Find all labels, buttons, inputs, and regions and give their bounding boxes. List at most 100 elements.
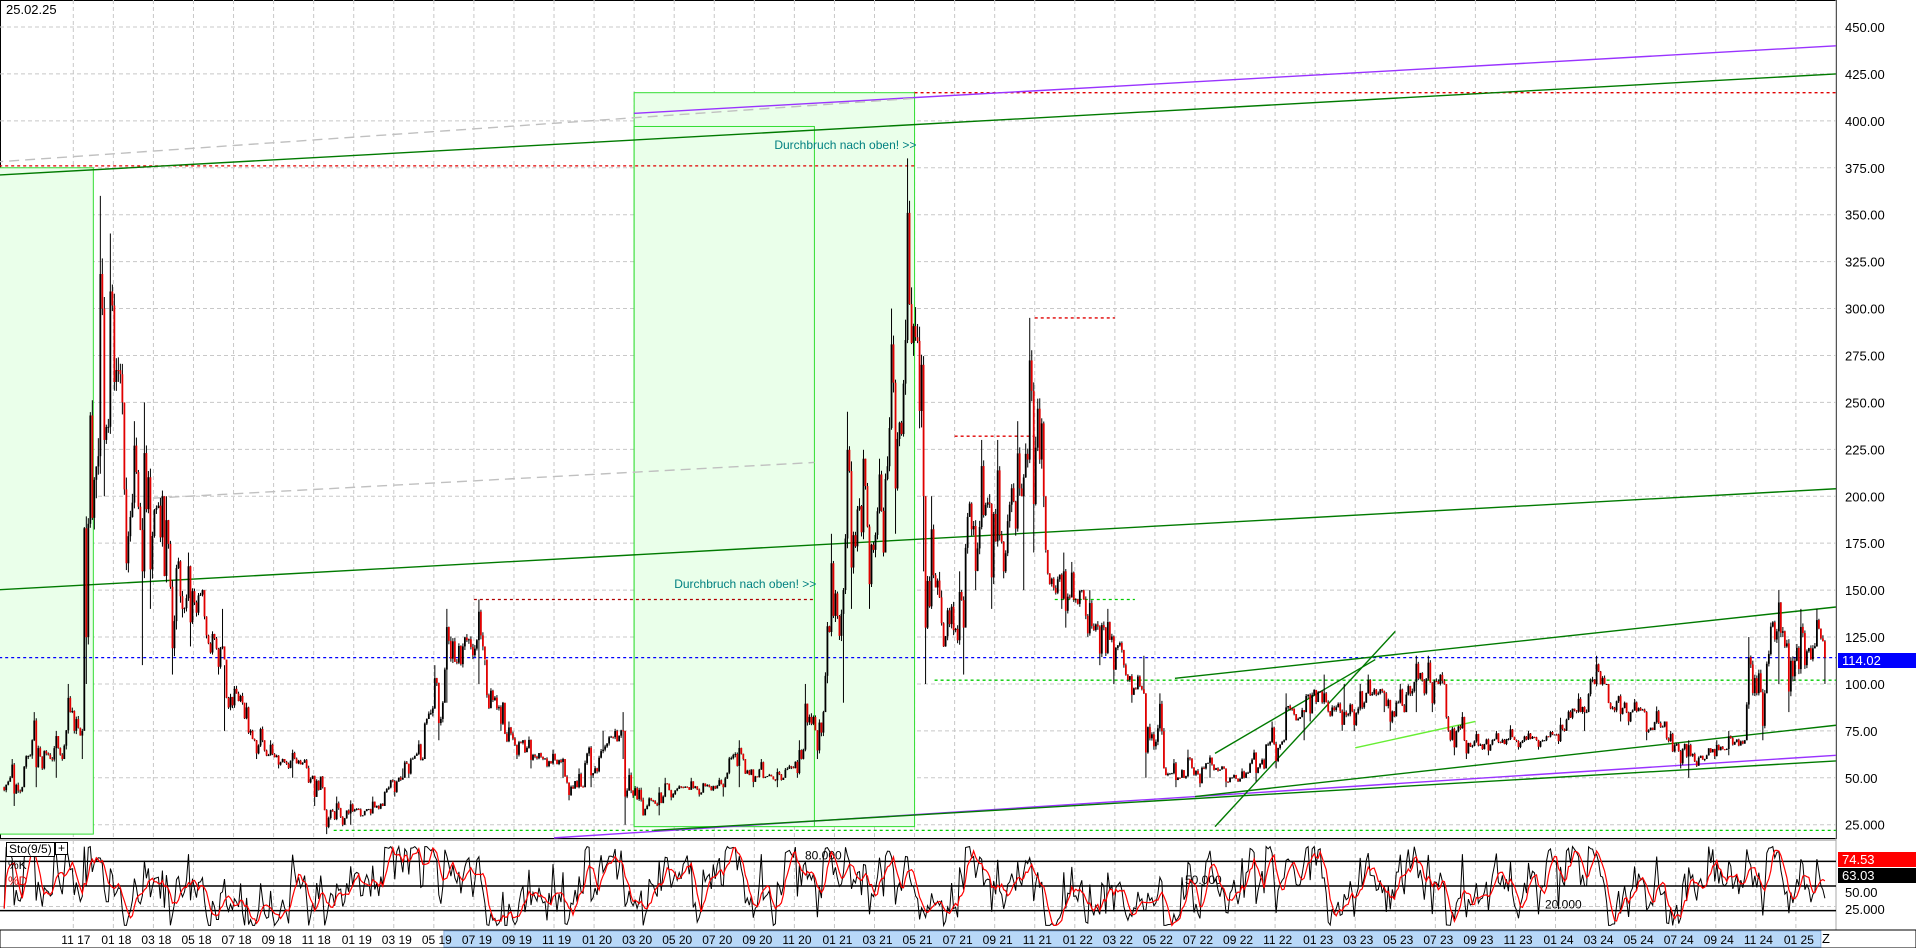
candle-body bbox=[371, 801, 374, 814]
candle-body bbox=[1489, 744, 1492, 751]
candle-body bbox=[1531, 736, 1534, 739]
candle-body bbox=[345, 810, 348, 819]
candle-body bbox=[1345, 712, 1348, 716]
candle-body bbox=[568, 782, 570, 795]
candle-body bbox=[421, 759, 424, 761]
candle-body bbox=[1493, 739, 1496, 741]
candle-body bbox=[1305, 695, 1308, 713]
candle-body bbox=[1757, 673, 1760, 694]
candle-body bbox=[1183, 770, 1185, 778]
candle-body bbox=[1076, 599, 1079, 604]
candle-body bbox=[988, 502, 991, 504]
candle-body bbox=[1269, 741, 1271, 745]
candle-body bbox=[1084, 599, 1087, 616]
candle-body bbox=[826, 626, 829, 676]
candle-body bbox=[710, 786, 713, 791]
candle-body bbox=[13, 764, 16, 794]
candle-body bbox=[1341, 710, 1344, 725]
candle-body bbox=[1303, 710, 1306, 713]
candle-body bbox=[1153, 734, 1155, 747]
add-indicator-button[interactable]: + bbox=[55, 842, 68, 855]
candle-body bbox=[297, 760, 300, 764]
candle-body bbox=[1389, 700, 1392, 722]
candle-body bbox=[604, 746, 606, 750]
candle-body bbox=[189, 566, 192, 623]
candle-body bbox=[524, 740, 526, 753]
candle-body bbox=[445, 627, 448, 670]
candle-body bbox=[576, 781, 578, 788]
candle-body bbox=[1257, 767, 1259, 773]
candle-body bbox=[1002, 541, 1005, 572]
candle-body bbox=[1321, 691, 1324, 703]
candle-body bbox=[692, 781, 695, 789]
candle-body bbox=[584, 763, 586, 788]
candle-body bbox=[1641, 709, 1644, 711]
candle-body bbox=[1579, 698, 1582, 712]
candle-body bbox=[1147, 727, 1149, 753]
candle-body bbox=[359, 809, 362, 816]
candle-body bbox=[347, 810, 350, 814]
candle-body bbox=[343, 818, 346, 825]
candle-body bbox=[1315, 689, 1318, 703]
candle-body bbox=[1263, 759, 1265, 769]
candle-body bbox=[1032, 390, 1035, 505]
candle-body bbox=[267, 755, 270, 757]
candle-body bbox=[1469, 743, 1472, 747]
candle-body bbox=[197, 595, 200, 613]
candle-body bbox=[1205, 763, 1207, 769]
candle-body bbox=[469, 639, 472, 648]
candle-body bbox=[1725, 749, 1728, 751]
candle-body bbox=[1357, 708, 1360, 713]
candle-body bbox=[1749, 657, 1752, 665]
candle-body bbox=[1523, 736, 1526, 741]
candle-body bbox=[926, 580, 929, 628]
candle-body bbox=[375, 805, 378, 808]
candle-body bbox=[1349, 704, 1352, 715]
candle-body bbox=[1207, 762, 1209, 764]
candle-body bbox=[381, 803, 384, 806]
candle-body bbox=[544, 758, 546, 760]
candle-body bbox=[680, 786, 683, 788]
candle-body bbox=[800, 750, 803, 759]
candle-body bbox=[1487, 739, 1490, 751]
candle-body bbox=[1463, 716, 1466, 741]
candle-body bbox=[431, 708, 434, 714]
candle-body bbox=[924, 496, 927, 628]
candle-body bbox=[1409, 686, 1412, 694]
candle-body bbox=[1100, 625, 1103, 654]
indicator-name[interactable]: Sto(9/5) bbox=[6, 842, 55, 857]
x-tick-label: 11 23 bbox=[1503, 933, 1532, 947]
candle-body bbox=[500, 707, 502, 724]
zoom-button[interactable]: Z bbox=[1822, 931, 1830, 946]
candle-body bbox=[704, 783, 707, 787]
x-tick-label: 01 19 bbox=[342, 933, 372, 947]
candle-body bbox=[794, 761, 797, 769]
candle-body bbox=[1629, 712, 1632, 722]
candle-body bbox=[656, 803, 659, 806]
candle-body bbox=[1627, 712, 1630, 722]
trend-line bbox=[1214, 630, 1396, 828]
candle-body bbox=[700, 792, 703, 795]
candle-body bbox=[183, 608, 186, 610]
candle-body bbox=[413, 755, 416, 759]
candle-body bbox=[824, 675, 827, 713]
candle-body bbox=[768, 774, 771, 777]
x-tick-label: 11 21 bbox=[1023, 933, 1052, 947]
candle-body bbox=[205, 616, 208, 636]
candle-body bbox=[93, 479, 96, 518]
candle-body bbox=[952, 606, 955, 631]
candle-body bbox=[65, 730, 68, 746]
candle-body bbox=[600, 751, 602, 758]
candle-body bbox=[1675, 744, 1678, 746]
candle-body bbox=[1381, 689, 1384, 692]
candle-body bbox=[552, 753, 554, 764]
candle-body bbox=[1721, 746, 1724, 750]
candle-body bbox=[111, 291, 114, 306]
x-tick-label: 09 19 bbox=[502, 933, 532, 947]
candle-body bbox=[385, 789, 388, 793]
candle-body bbox=[417, 744, 420, 754]
candle-body bbox=[1791, 660, 1794, 677]
x-tick-label: 05 18 bbox=[181, 933, 211, 947]
candle-body bbox=[538, 753, 540, 759]
